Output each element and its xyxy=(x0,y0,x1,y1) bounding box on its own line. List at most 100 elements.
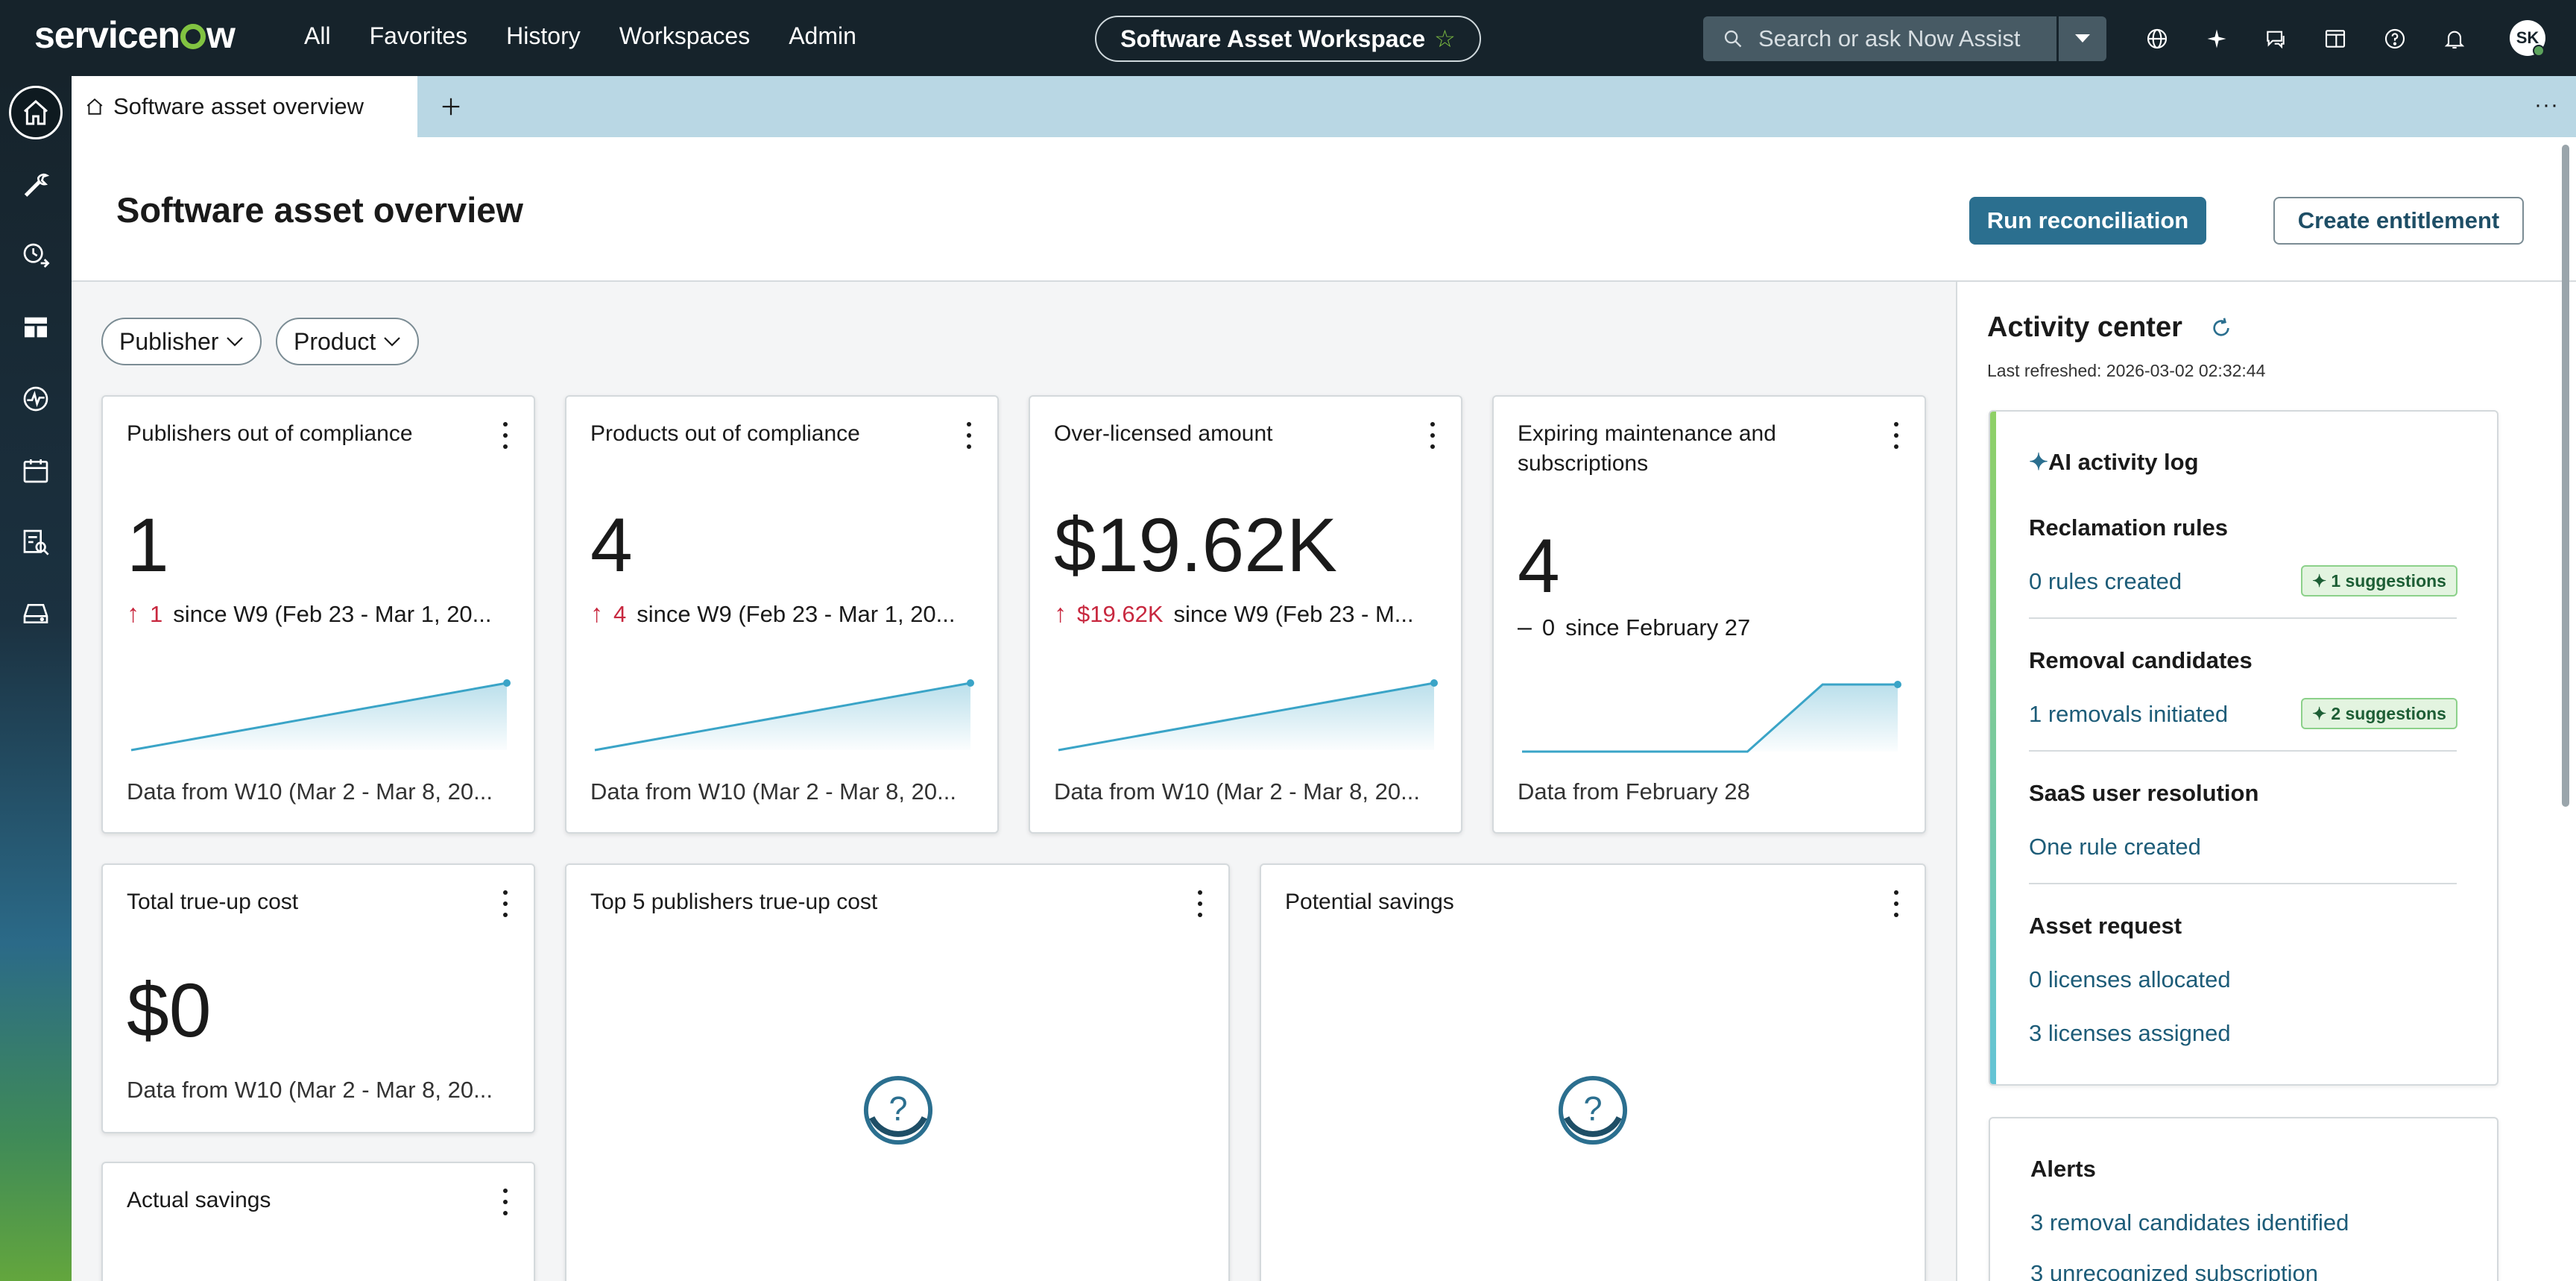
product-filter[interactable]: Product xyxy=(276,318,420,365)
card-menu-icon[interactable] xyxy=(1889,422,1904,449)
add-tab-button[interactable] xyxy=(434,89,468,124)
help-icon[interactable] xyxy=(2380,24,2410,54)
data-period: Data from W10 (Mar 2 - Mar 8, 20... xyxy=(590,778,956,805)
over-licensed-amount-card[interactable]: Over-licensed amount $19.62K ↑ $19.62K s… xyxy=(1029,395,1462,834)
notifications-bell-icon[interactable] xyxy=(2440,24,2469,54)
metric-value: 4 xyxy=(1518,523,1560,608)
card-menu-icon[interactable] xyxy=(1193,890,1208,917)
chevron-down-icon xyxy=(227,337,244,347)
suggestions-badge[interactable]: ✦ 1 suggestions xyxy=(2301,565,2457,597)
rail-analytics[interactable] xyxy=(9,372,63,426)
delta-value: $19.62K xyxy=(1077,600,1164,627)
rail-calendar[interactable] xyxy=(9,444,63,497)
delta-period: since W9 (Feb 23 - M... xyxy=(1173,600,1414,627)
now-assist-sparkle-icon[interactable] xyxy=(2202,24,2232,54)
total-true-up-cost-card[interactable]: Total true-up cost $0 Data from W10 (Mar… xyxy=(101,863,535,1133)
suggestions-badge-label: 1 suggestions xyxy=(2331,570,2446,591)
actual-savings-card[interactable]: Actual savings xyxy=(101,1162,535,1281)
card-title: Products out of compliance xyxy=(590,421,860,446)
sparkline-chart xyxy=(1058,679,1438,752)
create-entitlement-button[interactable]: Create entitlement xyxy=(2273,197,2524,245)
card-title: Over-licensed amount xyxy=(1054,421,1273,446)
metric-delta: ↑ $19.62K since W9 (Feb 23 - M... xyxy=(1054,599,1414,629)
card-menu-icon[interactable] xyxy=(962,422,976,449)
search-placeholder: Search or ask Now Assist xyxy=(1758,25,2021,51)
publishers-out-of-compliance-card[interactable]: Publishers out of compliance 1 ↑ 1 since… xyxy=(101,395,535,834)
chat-icon[interactable] xyxy=(2261,24,2291,54)
expiring-maintenance-card[interactable]: Expiring maintenance and subscriptions 4… xyxy=(1492,395,1926,834)
search-scope-dropdown[interactable] xyxy=(2057,16,2106,61)
data-period: Data from W10 (Mar 2 - Mar 8, 20... xyxy=(127,778,493,805)
potential-savings-card[interactable]: Potential savings ? xyxy=(1260,863,1926,1281)
card-menu-icon[interactable] xyxy=(498,890,513,917)
nav-admin[interactable]: Admin xyxy=(789,22,856,49)
servicenow-logo[interactable]: servicen w xyxy=(34,14,236,56)
card-title: Top 5 publishers true-up cost xyxy=(590,890,878,914)
activity-center-panel: Activity center Last refreshed: 2026-03-… xyxy=(1956,282,2576,1281)
page-scrollbar[interactable] xyxy=(2562,145,2569,807)
delta-period: since February 27 xyxy=(1565,614,1751,640)
removal-candidates-heading: Removal candidates xyxy=(2029,647,2253,673)
rail-devices[interactable] xyxy=(9,587,63,640)
products-out-of-compliance-card[interactable]: Products out of compliance 4 ↑ 4 since W… xyxy=(565,395,999,834)
tab-strip: Software asset overview ··· xyxy=(72,76,2576,137)
nav-menu: All Favorites History Workspaces Admin xyxy=(304,22,856,50)
saas-user-resolution-heading: SaaS user resolution xyxy=(2029,780,2259,806)
ai-activity-log-label: AI activity log xyxy=(2048,449,2199,475)
run-reconciliation-button[interactable]: Run reconciliation xyxy=(1969,197,2206,245)
delta-period: since W9 (Feb 23 - Mar 1, 20... xyxy=(173,600,492,627)
publisher-filter[interactable]: Publisher xyxy=(101,318,262,365)
asset-request-heading: Asset request xyxy=(2029,913,2182,939)
contextual-side-panel-icon[interactable] xyxy=(2320,24,2350,54)
sparkline-endpoint xyxy=(967,679,974,687)
rules-created-link[interactable]: 0 rules created xyxy=(2029,568,2182,594)
removals-initiated-link[interactable]: 1 removals initiated xyxy=(2029,701,2229,727)
pulse-icon xyxy=(23,386,48,412)
sparkline-chart xyxy=(1522,681,1901,753)
rail-dashboards[interactable] xyxy=(9,300,63,354)
removal-candidates-identified-link[interactable]: 3 removal candidates identified xyxy=(2030,1209,2349,1236)
rule-created-link[interactable]: One rule created xyxy=(2029,834,2201,860)
nav-history[interactable]: History xyxy=(506,22,581,49)
licenses-allocated-link[interactable]: 0 licenses allocated xyxy=(2029,966,2231,992)
delta-value: 4 xyxy=(613,600,627,627)
card-menu-icon[interactable] xyxy=(1889,890,1904,917)
ai-activity-log-card: ✦AI activity log Reclamation rules 0 rul… xyxy=(1989,410,2498,1086)
arrow-up-icon: ↑ xyxy=(127,599,139,628)
help-question-icon: ? xyxy=(1558,1075,1628,1145)
licenses-assigned-link[interactable]: 3 licenses assigned xyxy=(2029,1020,2231,1046)
tab-software-asset-overview[interactable]: Software asset overview xyxy=(72,76,417,137)
nav-all[interactable]: All xyxy=(304,22,331,49)
reclamation-rules-heading: Reclamation rules xyxy=(2029,514,2229,541)
workspace-pill[interactable]: Software Asset Workspace ☆ xyxy=(1095,16,1481,62)
rail-search-reports[interactable] xyxy=(9,515,63,569)
metric-delta: – 0 since February 27 xyxy=(1518,613,1750,642)
metric-value: $19.62K xyxy=(1054,503,1338,588)
sparkline-line xyxy=(1522,683,1898,753)
card-menu-icon[interactable] xyxy=(498,1189,513,1215)
nav-workspaces[interactable]: Workspaces xyxy=(619,22,751,49)
sparkline-area xyxy=(1522,684,1898,752)
nav-favorites[interactable]: Favorites xyxy=(369,22,468,49)
publisher-filter-label: Publisher xyxy=(119,327,219,355)
metric-value: 4 xyxy=(590,503,633,588)
rail-activity[interactable] xyxy=(9,229,63,283)
unrecognized-subscription-link[interactable]: 3 unrecognized subscription xyxy=(2030,1260,2319,1281)
rail-home[interactable] xyxy=(9,86,63,139)
dashboard-layout-icon xyxy=(25,317,47,338)
sparkline-chart xyxy=(130,679,511,752)
more-tabs-button[interactable]: ··· xyxy=(2534,92,2559,117)
left-rail xyxy=(0,76,72,1281)
last-refreshed: Last refreshed: 2026-03-02 02:32:44 xyxy=(1987,361,2266,380)
star-icon[interactable]: ☆ xyxy=(1434,25,1456,52)
globe-icon[interactable] xyxy=(2142,24,2172,54)
card-title: Expiring maintenance and subscriptions xyxy=(1518,421,1776,476)
top-5-publishers-card[interactable]: Top 5 publishers true-up cost ? xyxy=(565,863,1230,1281)
refresh-icon[interactable] xyxy=(2209,316,2233,340)
divider xyxy=(2029,617,2457,619)
card-menu-icon[interactable] xyxy=(498,422,513,449)
card-menu-icon[interactable] xyxy=(1425,422,1440,449)
rail-tools[interactable] xyxy=(9,157,63,211)
search-input[interactable]: Search or ask Now Assist xyxy=(1703,16,2056,61)
suggestions-badge[interactable]: ✦ 2 suggestions xyxy=(2301,698,2457,729)
